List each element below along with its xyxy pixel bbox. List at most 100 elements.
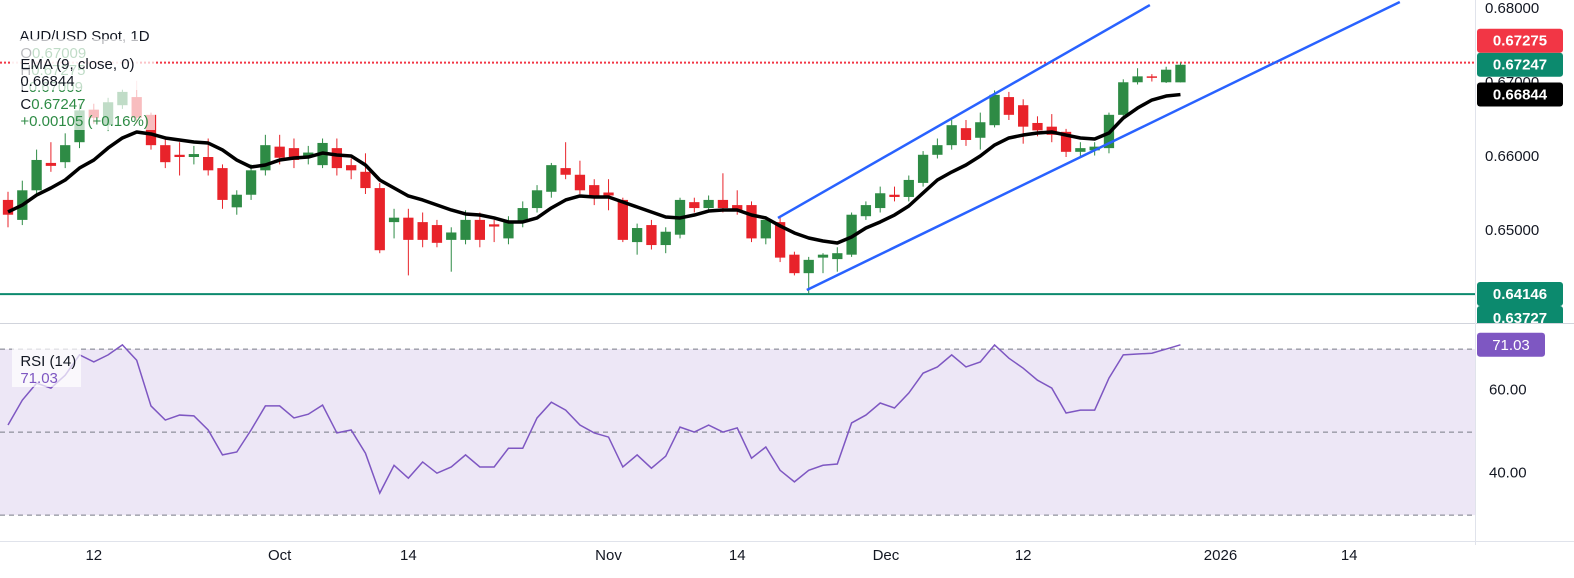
candle-body xyxy=(203,157,214,171)
rsi-badge xyxy=(1477,332,1545,357)
x-tick-label: 12 xyxy=(1015,547,1032,564)
rsi-badge-label: 71.03 xyxy=(1492,337,1530,354)
candle-body xyxy=(732,205,743,211)
candle-body xyxy=(1089,146,1100,151)
candle-body xyxy=(817,254,829,258)
candle-body xyxy=(803,259,814,274)
rsi-value: 71.03 xyxy=(20,370,58,387)
ema-name: EMA (9, close, 0) xyxy=(20,56,135,73)
candle-body xyxy=(1032,122,1043,131)
trend-line xyxy=(777,3,1151,220)
candle-body xyxy=(160,145,171,163)
candle-body xyxy=(174,154,185,158)
candle-body xyxy=(789,254,800,274)
x-tick-label: Oct xyxy=(268,547,292,564)
price-badge xyxy=(1477,82,1563,107)
candle-body xyxy=(346,165,357,171)
ohlc-key: C xyxy=(20,96,32,113)
candle-body xyxy=(631,228,643,243)
candle-body xyxy=(374,188,385,251)
candle-body xyxy=(717,199,729,209)
candle-body xyxy=(531,190,543,209)
candle-body xyxy=(517,208,528,223)
candle-body xyxy=(245,170,257,195)
candle-body xyxy=(1132,76,1143,83)
candle-body xyxy=(217,168,228,200)
candle-body xyxy=(1003,97,1015,115)
trend-line xyxy=(806,0,1401,292)
candle-body xyxy=(188,154,200,158)
candle-body xyxy=(1075,148,1086,152)
x-tick-label: Dec xyxy=(873,547,900,564)
candle-body xyxy=(889,194,900,197)
candle-body xyxy=(274,146,285,158)
candle-body xyxy=(417,222,428,240)
candle-body xyxy=(875,193,886,209)
price-badge-label: 0.67275 xyxy=(1493,33,1547,50)
candle-body xyxy=(589,185,600,198)
candle-body xyxy=(832,253,843,260)
price-badge xyxy=(1477,28,1563,53)
candle-body xyxy=(45,162,57,166)
candle-body xyxy=(1018,105,1029,127)
candle-body xyxy=(331,148,343,169)
candle-body xyxy=(960,128,972,140)
candle-body xyxy=(546,165,557,192)
candle-body xyxy=(488,224,500,227)
candle-body xyxy=(1146,76,1158,78)
candle-body xyxy=(989,94,1000,126)
candle-body xyxy=(946,125,957,146)
price-badge-label: 0.66844 xyxy=(1493,87,1548,104)
candle-body xyxy=(474,219,485,240)
candle-body xyxy=(689,202,700,209)
candle-body xyxy=(1118,82,1129,115)
ema-value: 0.66844 xyxy=(20,73,75,90)
x-tick-label: 14 xyxy=(400,547,417,564)
candle-body xyxy=(703,199,714,209)
candle-body xyxy=(60,145,71,163)
candle-body xyxy=(746,205,757,239)
candle-body xyxy=(975,122,986,138)
candle-body xyxy=(646,225,657,246)
candle-body xyxy=(1161,69,1172,83)
rsi-name: RSI (14) xyxy=(20,353,77,370)
candle-body xyxy=(503,222,514,239)
candle-body xyxy=(303,152,314,158)
candle-body xyxy=(288,148,300,160)
candle-body xyxy=(574,174,586,191)
candle-body xyxy=(2,199,14,215)
x-tick-label: 14 xyxy=(729,547,746,564)
candle-body xyxy=(231,194,242,208)
candle-body xyxy=(31,159,42,191)
ohlc-value: 0.67247 xyxy=(31,96,86,113)
price-badge-label: 0.67247 xyxy=(1493,57,1547,74)
rsi-legend: RSI (14) 71.03 xyxy=(12,336,82,387)
candle-body xyxy=(260,145,271,171)
rsi-line xyxy=(7,343,1181,495)
candle-body xyxy=(917,154,929,183)
price-badge-label: 0.64146 xyxy=(1493,286,1547,303)
candle-body xyxy=(446,232,457,240)
candle-body xyxy=(403,217,414,240)
candle-body xyxy=(460,219,471,240)
candle-body xyxy=(360,171,371,189)
candle-body xyxy=(860,205,872,217)
y-tick-label: 0.65000 xyxy=(1485,222,1539,239)
candle-body xyxy=(388,217,400,223)
y-tick-label: 40.00 xyxy=(1489,465,1527,482)
candle-body xyxy=(774,222,786,258)
x-tick-label: 2026 xyxy=(1204,547,1237,564)
y-tick-label: 0.66000 xyxy=(1485,148,1539,165)
x-tick-label: 14 xyxy=(1341,547,1358,564)
candle-body xyxy=(1060,131,1072,152)
candle-body xyxy=(660,231,671,246)
ohlc: C0.67247 xyxy=(20,96,90,113)
y-tick-label: 60.00 xyxy=(1489,382,1527,399)
candle-body xyxy=(846,214,857,255)
change: +0.00105 (+0.16%) xyxy=(20,113,149,130)
candle-body xyxy=(932,145,943,155)
price-badge xyxy=(1477,52,1563,77)
candle-body xyxy=(603,192,614,196)
